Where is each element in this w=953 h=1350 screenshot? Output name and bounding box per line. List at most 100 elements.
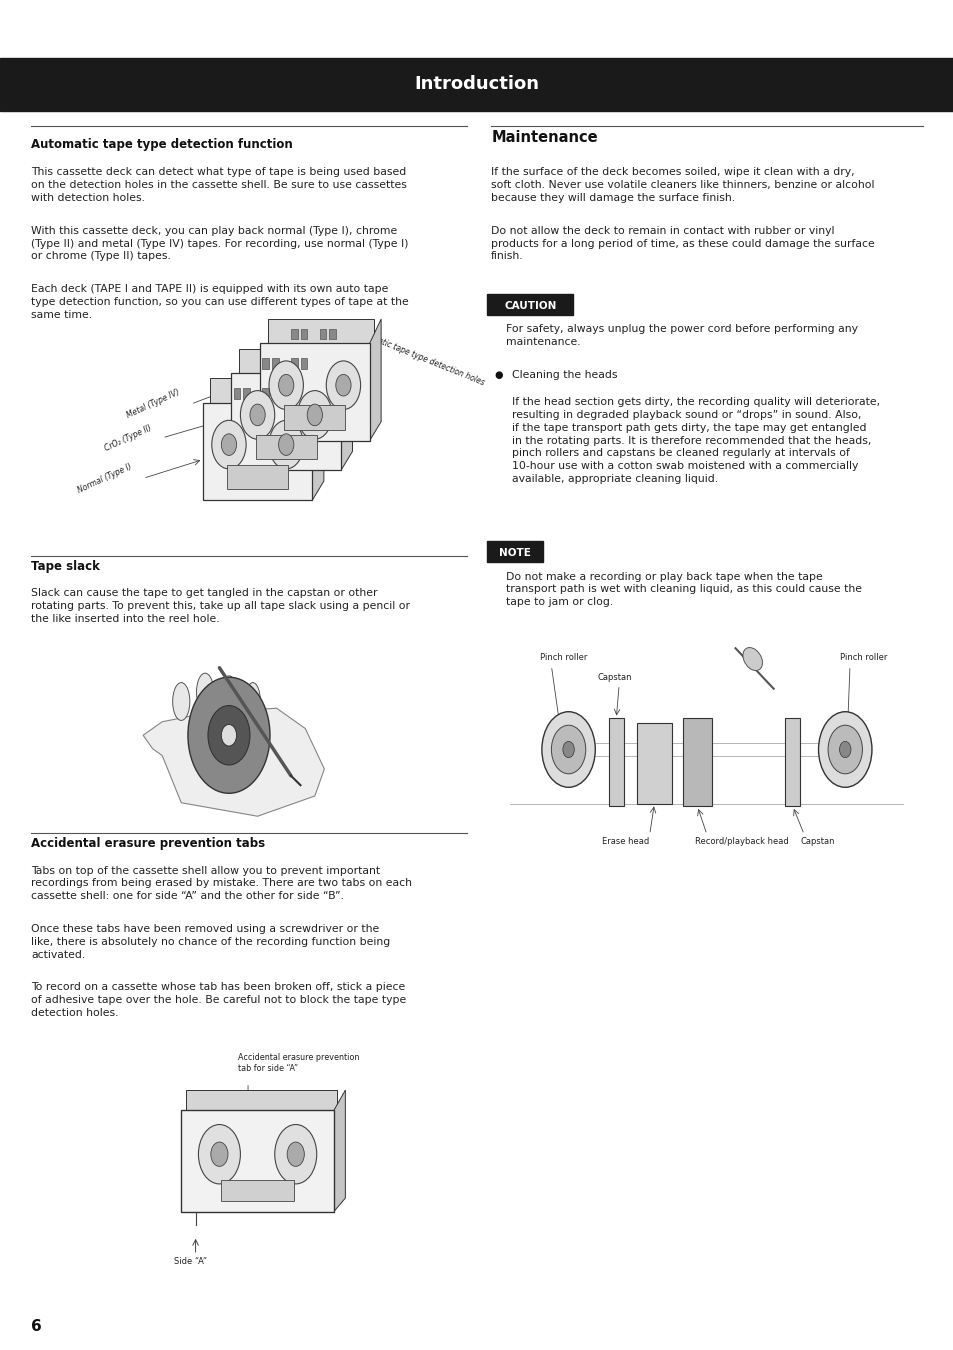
Bar [221, 1180, 294, 1202]
Bar [300, 328, 307, 339]
Text: If the head section gets dirty, the recording quality will deteriorate,
resultin: If the head section gets dirty, the reco… [512, 397, 880, 485]
Bar [272, 358, 278, 369]
Circle shape [250, 404, 265, 425]
Circle shape [297, 390, 332, 439]
Ellipse shape [742, 648, 761, 671]
Bar [637, 722, 671, 803]
Text: Once these tabs have been removed using a screwdriver or the
like, there is abso: Once these tabs have been removed using … [31, 923, 391, 960]
Bar [227, 464, 288, 489]
Bar [181, 1110, 334, 1211]
Text: Accidental erasure prevention tabs: Accidental erasure prevention tabs [31, 837, 265, 850]
Text: Do not allow the deck to remain in contact with rubber or vinyl
products for a l: Do not allow the deck to remain in conta… [491, 225, 874, 262]
Circle shape [551, 725, 585, 774]
Circle shape [827, 725, 862, 774]
Text: Slack can cause the tape to get tangled in the capstan or other
rotating parts. : Slack can cause the tape to get tangled … [31, 589, 410, 624]
Text: Each deck (TAPE I and TAPE II) is equipped with its own auto tape
type detection: Each deck (TAPE I and TAPE II) is equipp… [31, 285, 409, 320]
Bar [267, 319, 374, 343]
Circle shape [307, 404, 322, 425]
Text: NOTE: NOTE [498, 548, 531, 558]
Bar [329, 328, 335, 339]
Bar [291, 328, 297, 339]
Text: Capstan: Capstan [800, 837, 834, 846]
Bar [233, 387, 240, 398]
Polygon shape [143, 709, 324, 817]
Polygon shape [341, 348, 353, 470]
Circle shape [287, 1142, 304, 1166]
Circle shape [198, 1125, 240, 1184]
Text: Tabs on top of the cassette shell allow you to prevent important
recordings from: Tabs on top of the cassette shell allow … [31, 865, 412, 900]
Circle shape [541, 711, 595, 787]
Circle shape [278, 433, 294, 455]
Circle shape [208, 706, 250, 765]
Circle shape [335, 374, 351, 396]
Text: 6: 6 [31, 1319, 42, 1334]
Circle shape [221, 725, 236, 747]
Circle shape [269, 420, 303, 468]
Ellipse shape [245, 683, 260, 721]
Circle shape [188, 678, 270, 794]
Text: Do not make a recording or play back tape when the tape
transport path is wet wi: Do not make a recording or play back tap… [505, 571, 861, 608]
Text: Capstan: Capstan [597, 674, 631, 682]
Text: For safety, always unplug the power cord before performing any
maintenance.: For safety, always unplug the power cord… [505, 324, 857, 347]
Bar [239, 348, 345, 373]
Text: Automatic tape type detection function: Automatic tape type detection function [31, 138, 293, 151]
Circle shape [221, 433, 236, 455]
Circle shape [326, 360, 360, 409]
Bar [284, 405, 345, 429]
Bar [202, 402, 312, 500]
Text: To record on a cassette whose tab has been broken off, stick a piece
of adhesive: To record on a cassette whose tab has be… [31, 983, 406, 1018]
Text: CAUTION: CAUTION [504, 301, 556, 310]
Bar [243, 387, 250, 398]
Bar [210, 378, 316, 402]
Bar [300, 358, 307, 369]
Text: Normal (Type I): Normal (Type I) [76, 462, 133, 495]
Text: Pinch roller: Pinch roller [840, 653, 887, 662]
Text: Pinch roller: Pinch roller [539, 653, 587, 662]
Bar [186, 1089, 336, 1110]
Text: Metal (Type IV): Metal (Type IV) [125, 387, 181, 420]
Text: Side “A”: Side “A” [174, 1257, 207, 1266]
Ellipse shape [196, 674, 213, 711]
Ellipse shape [220, 676, 237, 714]
Bar [608, 718, 623, 806]
Text: Tape slack: Tape slack [31, 560, 100, 572]
Text: Accidental erasure prevention
tab for side “A”: Accidental erasure prevention tab for si… [238, 1053, 359, 1073]
Polygon shape [369, 319, 381, 440]
Circle shape [212, 420, 246, 468]
Text: This cassette deck can detect what type of tape is being used based
on the detec: This cassette deck can detect what type … [31, 167, 407, 202]
Bar [784, 718, 800, 806]
Polygon shape [313, 378, 324, 500]
Text: CrO₂ (Type II): CrO₂ (Type II) [103, 423, 152, 452]
Text: If the surface of the deck becomes soiled, wipe it clean with a dry,
soft cloth.: If the surface of the deck becomes soile… [491, 167, 874, 202]
Circle shape [278, 374, 294, 396]
Text: With this cassette deck, you can play back normal (Type I), chrome
(Type II) and: With this cassette deck, you can play ba… [31, 225, 409, 262]
Text: Record/playback head: Record/playback head [695, 837, 788, 846]
Polygon shape [334, 1089, 345, 1211]
Ellipse shape [172, 683, 190, 721]
Text: Maintenance: Maintenance [491, 130, 598, 144]
Bar [232, 373, 341, 470]
Text: Introduction: Introduction [414, 76, 539, 93]
Bar [262, 387, 269, 398]
Circle shape [240, 390, 274, 439]
Circle shape [818, 711, 871, 787]
Circle shape [562, 741, 574, 757]
Text: Erase head: Erase head [601, 837, 649, 846]
Circle shape [839, 741, 850, 757]
Circle shape [269, 360, 303, 409]
Text: ●: ● [494, 370, 502, 381]
Bar [487, 541, 542, 562]
Bar [682, 718, 711, 806]
Text: Cleaning the heads: Cleaning the heads [512, 370, 618, 381]
Text: Automatic tape type detection holes: Automatic tape type detection holes [353, 327, 485, 387]
Bar [259, 343, 369, 440]
Circle shape [274, 1125, 316, 1184]
Bar [255, 435, 316, 459]
Bar [0, 58, 953, 111]
Bar [262, 358, 269, 369]
Bar [319, 328, 326, 339]
Bar [291, 358, 297, 369]
Bar [487, 294, 573, 315]
Bar [272, 387, 278, 398]
Circle shape [211, 1142, 228, 1166]
